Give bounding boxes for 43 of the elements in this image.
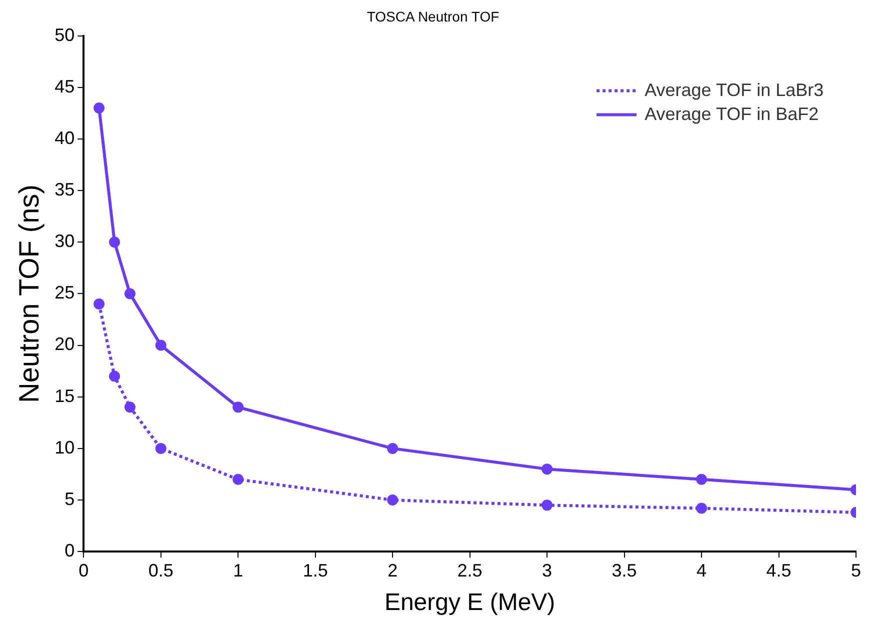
y-tick-label: 0 [64, 540, 75, 561]
point [696, 502, 708, 514]
x-tick-label: 1 [233, 560, 244, 580]
point [542, 464, 553, 475]
point [94, 102, 105, 114]
point [109, 236, 120, 248]
point [124, 402, 136, 413]
y-axis-title: Neutron TOF (ns) [14, 184, 45, 403]
y-tick-label: 35 [54, 180, 75, 200]
y-tick-label: 15 [54, 386, 75, 406]
legend-label: Average TOF in LaBr3 [644, 80, 824, 100]
point [94, 298, 105, 310]
x-axis-title: Energy E (MeV) [384, 589, 556, 616]
y-tick-label: 45 [54, 76, 75, 96]
x-tick-label: 3.5 [612, 560, 637, 580]
point [155, 442, 166, 454]
x-tick-label: 4 [696, 560, 707, 580]
y-tick-label: 5 [64, 488, 75, 509]
point [387, 494, 398, 506]
y-tick-label: 20 [54, 334, 75, 354]
point [542, 500, 553, 511]
y-tick-label: 50 [54, 24, 75, 45]
x-tick-label: 2.5 [457, 560, 482, 580]
point [232, 402, 244, 413]
point [387, 442, 398, 454]
y-tick-label: 25 [54, 282, 75, 303]
point [696, 474, 708, 485]
y-tick-label: 10 [54, 437, 75, 458]
legend-label: Average TOF in BaF2 [644, 104, 819, 124]
x-tick-label: 3 [542, 560, 552, 580]
point [109, 370, 120, 382]
chart-title: TOSCA Neutron TOF [366, 8, 500, 24]
x-tick-label: 0 [78, 560, 89, 580]
y-tick-label: 30 [54, 231, 75, 252]
x-tick-label: 2 [388, 560, 398, 580]
x-tick-label: 0.5 [148, 560, 174, 580]
point [232, 474, 244, 485]
x-tick-label: 1.5 [302, 560, 328, 580]
y-tick-label: 40 [54, 128, 75, 148]
x-tick-label: 4.5 [766, 560, 792, 580]
x-tick-label: 5 [850, 560, 862, 580]
point [124, 288, 136, 300]
point [155, 340, 166, 351]
